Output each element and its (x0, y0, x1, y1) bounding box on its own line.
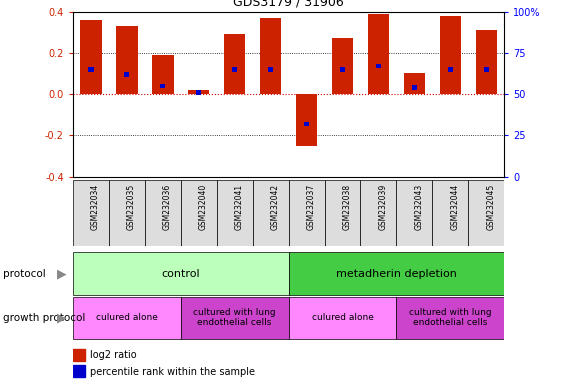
Bar (340, 67, 345, 71)
Bar (188, 90, 209, 94)
FancyBboxPatch shape (73, 180, 109, 246)
Bar (268, 67, 273, 71)
FancyBboxPatch shape (468, 180, 504, 246)
Bar (484, 67, 489, 71)
Text: GSM232034: GSM232034 (91, 184, 100, 230)
FancyBboxPatch shape (217, 180, 252, 246)
Bar (448, 67, 453, 71)
FancyBboxPatch shape (181, 180, 217, 246)
Bar (440, 16, 461, 94)
Bar (116, 26, 138, 94)
Bar (73, 365, 85, 377)
FancyBboxPatch shape (109, 180, 145, 246)
Title: GDS3179 / 31906: GDS3179 / 31906 (233, 0, 344, 9)
Bar (73, 349, 85, 361)
Text: GSM232035: GSM232035 (127, 184, 136, 230)
FancyBboxPatch shape (289, 180, 325, 246)
Bar (304, 121, 309, 126)
Text: culured alone: culured alone (96, 313, 158, 322)
Bar (403, 73, 425, 94)
FancyBboxPatch shape (360, 180, 396, 246)
FancyBboxPatch shape (73, 252, 289, 295)
Bar (232, 67, 237, 71)
Bar (88, 67, 93, 71)
FancyBboxPatch shape (181, 296, 289, 339)
Bar (332, 38, 353, 94)
Bar (368, 13, 389, 94)
Text: GSM232036: GSM232036 (163, 184, 172, 230)
Bar (80, 20, 101, 94)
FancyBboxPatch shape (289, 296, 396, 339)
Text: ▶: ▶ (57, 311, 67, 324)
Text: GSM232039: GSM232039 (378, 184, 388, 230)
Text: cultured with lung
endothelial cells: cultured with lung endothelial cells (194, 308, 276, 328)
Bar (160, 84, 166, 88)
Text: ▶: ▶ (57, 267, 67, 280)
Text: protocol: protocol (3, 268, 45, 279)
FancyBboxPatch shape (396, 296, 504, 339)
Text: control: control (161, 268, 200, 279)
Text: growth protocol: growth protocol (3, 313, 85, 323)
Text: percentile rank within the sample: percentile rank within the sample (90, 366, 255, 377)
Bar (124, 72, 129, 76)
Text: GSM232045: GSM232045 (486, 184, 496, 230)
Text: GSM232043: GSM232043 (415, 184, 423, 230)
Text: metadherin depletion: metadherin depletion (336, 268, 457, 279)
FancyBboxPatch shape (289, 252, 504, 295)
Text: GSM232042: GSM232042 (271, 184, 280, 230)
FancyBboxPatch shape (325, 180, 360, 246)
FancyBboxPatch shape (252, 180, 289, 246)
Bar (376, 64, 381, 68)
Text: GSM232044: GSM232044 (450, 184, 459, 230)
Text: GSM232037: GSM232037 (307, 184, 315, 230)
Text: GSM232041: GSM232041 (234, 184, 244, 230)
Bar (476, 30, 497, 94)
Text: log2 ratio: log2 ratio (90, 350, 137, 360)
Bar (260, 18, 282, 94)
FancyBboxPatch shape (73, 296, 181, 339)
Text: culured alone: culured alone (311, 313, 374, 322)
Bar (224, 34, 245, 94)
FancyBboxPatch shape (433, 180, 468, 246)
Bar (296, 94, 317, 146)
Text: GSM232040: GSM232040 (199, 184, 208, 230)
Text: cultured with lung
endothelial cells: cultured with lung endothelial cells (409, 308, 491, 328)
FancyBboxPatch shape (145, 180, 181, 246)
Text: GSM232038: GSM232038 (343, 184, 352, 230)
Bar (196, 90, 201, 95)
Bar (152, 55, 174, 94)
FancyBboxPatch shape (396, 180, 433, 246)
Bar (412, 85, 417, 90)
